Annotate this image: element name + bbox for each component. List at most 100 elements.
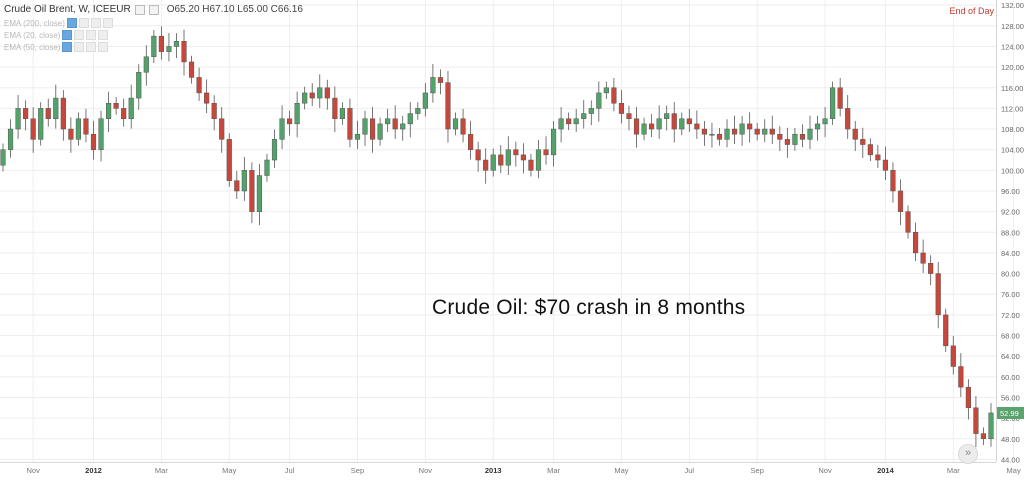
time-tick-label: Nov: [419, 466, 433, 475]
candle-body: [860, 139, 866, 145]
candle-body: [618, 102, 625, 114]
candle-body: [641, 123, 647, 135]
candle-body: [287, 118, 293, 125]
indicator-label: EMA (200, close): [4, 18, 65, 28]
settings-icon[interactable]: [74, 42, 85, 52]
candle-body: [807, 128, 813, 140]
candle-body: [633, 118, 640, 135]
candle-body: [121, 108, 127, 119]
candle-body: [596, 92, 602, 109]
candle-body: [611, 87, 617, 104]
visibility-icon[interactable]: [62, 42, 73, 52]
candle-body: [128, 97, 134, 119]
candle-body: [784, 139, 790, 145]
price-tick-label: 48.00: [1001, 435, 1020, 444]
price-axis[interactable]: 132.00 128.00 124.00 120.00 116.00 112.00 108.…: [996, 0, 1024, 464]
candle-body: [875, 154, 881, 161]
candle-body: [173, 41, 180, 47]
price-tick-label: 84.00: [1001, 249, 1020, 258]
settings-square-icon[interactable]: [134, 4, 145, 15]
candle-body: [204, 92, 210, 104]
time-tick-label: Mar: [155, 466, 168, 475]
scroll-to-latest-button[interactable]: »: [958, 444, 978, 464]
candle-body: [415, 108, 421, 114]
candle-body: [60, 97, 66, 130]
format-icon[interactable]: [90, 18, 101, 28]
price-tick-label: 120.00: [1001, 63, 1024, 72]
candle-body: [867, 144, 873, 156]
candle-body: [377, 123, 383, 140]
indicator-label: EMA (20, close): [4, 30, 61, 40]
format-icon[interactable]: [86, 30, 97, 40]
price-tick-label: 124.00: [1001, 42, 1024, 51]
settings-icon[interactable]: [74, 30, 85, 40]
candle-body: [664, 113, 670, 119]
candle-body: [256, 175, 263, 212]
candle-body: [988, 412, 994, 440]
candle-body: [845, 108, 851, 130]
candle-body: [830, 87, 836, 119]
candle-body: [837, 87, 843, 109]
candle-body: [943, 314, 949, 347]
time-tick-label: May: [1007, 466, 1021, 475]
settings-icon[interactable]: [78, 18, 89, 28]
time-tick-label: Jul: [685, 466, 695, 475]
candle-body: [581, 113, 587, 119]
candle-body: [679, 118, 685, 130]
candle-body: [716, 133, 723, 140]
candle-body: [369, 118, 376, 140]
candle-body: [347, 108, 353, 140]
visibility-icon[interactable]: [66, 18, 77, 28]
candle-body: [211, 102, 217, 119]
candle-body: [814, 123, 821, 130]
ohlc-readout: O65.20 H67.10 L65.00 C66.16: [166, 4, 303, 15]
close-icon[interactable]: [102, 18, 113, 28]
time-tick-label: Nov: [818, 466, 832, 475]
candle-body: [550, 128, 557, 156]
price-tick-label: 104.00: [1001, 146, 1024, 155]
candle-body: [0, 149, 6, 166]
candle-body: [709, 133, 715, 136]
candle-body: [332, 97, 338, 119]
compare-square-icon[interactable]: [148, 4, 159, 15]
candle-body: [7, 128, 14, 150]
indicator-ema-50[interactable]: EMA (50, close): [4, 42, 109, 52]
price-tick-label: 56.00: [1001, 393, 1020, 402]
candle-body: [143, 56, 149, 73]
candle-body: [973, 407, 979, 434]
price-tick-label: 80.00: [1001, 270, 1020, 279]
time-axis[interactable]: Nov 2012 Mar May Jul Sep Nov 2013 Mar May Jul Sep No…: [0, 462, 1024, 476]
candle-body: [724, 128, 730, 140]
candle-body: [264, 159, 270, 176]
candle-body: [309, 92, 315, 99]
price-tick-label: 68.00: [1001, 332, 1020, 341]
indicator-ema-20[interactable]: EMA (20, close): [4, 30, 109, 40]
close-icon[interactable]: [98, 42, 109, 52]
candle-body: [543, 149, 549, 156]
candle-body: [694, 123, 700, 130]
candle-body: [822, 118, 828, 125]
visibility-icon[interactable]: [62, 30, 73, 40]
time-tick-label: Sep: [751, 466, 764, 475]
candle-body: [234, 180, 240, 192]
candle-body: [747, 123, 753, 130]
close-icon[interactable]: [98, 30, 109, 40]
candle-body: [30, 118, 36, 140]
indicator-label: EMA (50, close): [4, 42, 61, 52]
candle-body: [113, 102, 119, 109]
candle-body: [498, 154, 504, 166]
candle-body: [603, 87, 609, 94]
candle-body: [513, 149, 519, 156]
candle-body: [754, 128, 760, 135]
candle-body: [852, 128, 858, 140]
candle-body: [324, 87, 330, 99]
candle-body: [588, 108, 594, 114]
symbol-label[interactable]: Crude Oil Brent, W, ICEEUR: [4, 4, 131, 15]
time-tick-label: 2012: [85, 466, 102, 475]
candle-body: [271, 139, 278, 161]
time-tick-label: May: [614, 466, 628, 475]
candle-body: [905, 211, 911, 233]
format-icon[interactable]: [86, 42, 97, 52]
indicator-ema-200[interactable]: EMA (200, close): [4, 18, 113, 28]
